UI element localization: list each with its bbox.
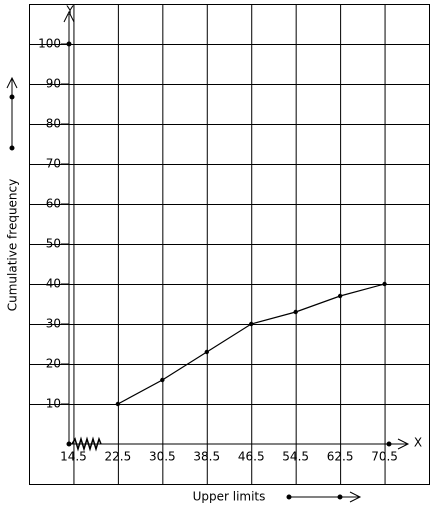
- y-tick-label: 60: [46, 197, 61, 211]
- point: [382, 281, 387, 287]
- y-tick-label: 80: [46, 117, 61, 131]
- x-tick-label: 38.5: [193, 450, 220, 464]
- point: [160, 377, 165, 383]
- x-axis-title: Upper limits: [193, 490, 266, 504]
- y-axis-title: Cumulative frequency: [6, 179, 20, 312]
- y-axis-name: Y: [65, 4, 74, 18]
- y-tick-label: 90: [46, 77, 61, 91]
- y-tick-label: 30: [46, 317, 61, 331]
- x-tick-label: 54.5: [282, 450, 309, 464]
- x-tick-label: 22.5: [105, 450, 132, 464]
- point: [293, 309, 298, 315]
- x-tick-label: 30.5: [149, 450, 176, 464]
- y-tick-label: 40: [46, 277, 61, 291]
- point: [115, 401, 121, 407]
- y-tick-label: 20: [46, 357, 61, 371]
- y-tick-label: 10: [46, 397, 61, 411]
- x-tick-label: 62.5: [327, 450, 354, 464]
- point: [204, 349, 209, 355]
- y-tick-label: 100: [38, 37, 61, 51]
- y-tick-label: 50: [46, 237, 61, 251]
- point: [337, 293, 343, 299]
- x-tick-label: 14.5: [60, 450, 87, 464]
- line: [117, 283, 385, 405]
- point: [249, 321, 254, 327]
- x-axis-name: X: [414, 436, 422, 450]
- y-tick-label: 70: [46, 157, 61, 171]
- x-tick-label: 70.5: [371, 450, 398, 464]
- x-tick-label: 46.5: [238, 450, 265, 464]
- decor-arrows: [6, 10, 410, 503]
